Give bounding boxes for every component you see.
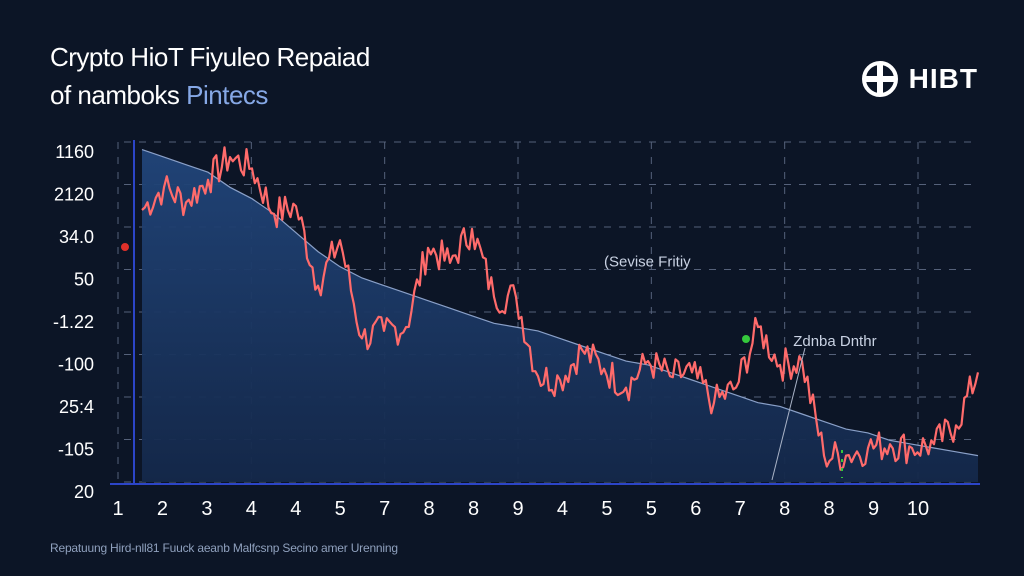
start-marker: [121, 243, 129, 251]
x-tick-label: 9: [512, 498, 523, 520]
x-tick-label: 7: [379, 498, 390, 520]
subtitle-main: of namboks: [50, 80, 180, 110]
x-tick-label: 8: [424, 498, 435, 520]
x-tick-label: 2: [157, 498, 168, 520]
annotation-leader: [771, 347, 806, 481]
area-fill: [142, 149, 978, 482]
y-tick-label: -1.22: [53, 312, 94, 332]
x-tick-label: 7: [735, 498, 746, 520]
y-tick-label: 50: [74, 270, 94, 290]
x-tick-label: 5: [601, 498, 612, 520]
x-tick-label: 6: [690, 498, 701, 520]
x-tick-label: 4: [246, 498, 257, 520]
y-tick-label: -100: [58, 355, 94, 375]
chart-title: Crypto HioT Fiyuleo Repaiad: [50, 42, 370, 72]
price-line: [141, 146, 980, 471]
y-tick-label: 20: [74, 482, 94, 502]
axes: [110, 140, 980, 485]
footer-caption: Repatuung Hird-nll81 Fuuck aeanb Malfcsn…: [50, 541, 398, 555]
x-tick-label: 1: [112, 498, 123, 520]
green-marker: [742, 335, 750, 343]
y-tick-label: -105: [58, 440, 94, 460]
y-tick-label: 2120: [54, 185, 94, 205]
x-tick-label: 8: [468, 498, 479, 520]
globe-icon: [861, 61, 898, 97]
y-tick-label: 1160: [55, 142, 94, 162]
brand-logo: HIBT: [861, 60, 978, 98]
x-tick-label: 4: [290, 498, 301, 520]
x-tick-label: 4: [557, 498, 568, 520]
subtitle-accent: Pintecs: [186, 80, 268, 110]
x-tick-label: 3: [201, 498, 212, 520]
chart-subtitle: of namboks Pintecs: [50, 80, 268, 111]
y-tick-label: 25:4: [59, 397, 94, 417]
x-tick-label: 8: [824, 498, 835, 520]
brand-name: HIBT: [908, 63, 978, 94]
chart-annotation: (Sevise Fritiy: [604, 254, 691, 271]
x-tick-label: 9: [868, 498, 879, 520]
chart-annotation: Zdnba Dnthr: [793, 333, 876, 350]
x-tick-label: 5: [335, 498, 346, 520]
x-tick-label: 10: [907, 498, 929, 520]
x-tick-label: 8: [779, 498, 790, 520]
y-tick-label: 34.0: [59, 227, 94, 247]
x-tick-label: 5: [646, 498, 657, 520]
